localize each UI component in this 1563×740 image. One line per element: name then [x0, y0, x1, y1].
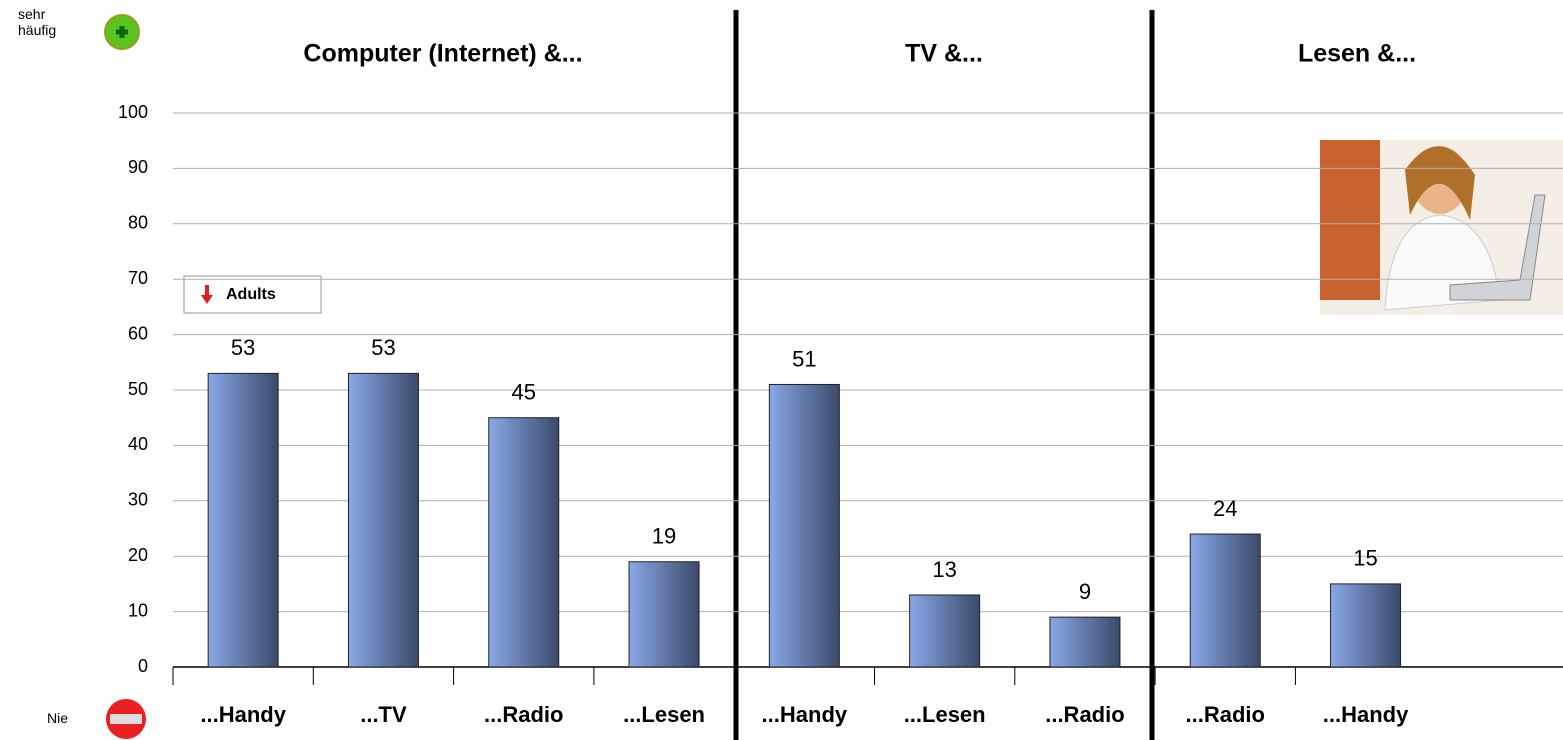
button-box[interactable] [183, 275, 322, 314]
x-tick-label: ...TV [360, 702, 407, 727]
x-tick-label: ...Radio [484, 702, 563, 727]
value-label: 51 [792, 346, 816, 371]
y-tick-label: 50 [128, 379, 148, 399]
value-label: 53 [231, 335, 255, 360]
top-label: sehr häufig [18, 6, 57, 38]
photo [1320, 140, 1563, 315]
y-tick-label: 90 [128, 157, 148, 177]
value-label: 53 [371, 335, 395, 360]
bar [909, 594, 981, 668]
bar [207, 372, 279, 668]
bar [488, 417, 560, 668]
bar [628, 561, 700, 668]
group-title: TV &... [905, 40, 983, 68]
y-tick-label: 70 [128, 268, 148, 288]
plus-sign [116, 26, 128, 38]
bar [1330, 583, 1402, 668]
x-tick-label: ...Handy [762, 702, 848, 727]
value-label: 15 [1353, 546, 1377, 571]
y-tick-label: 40 [128, 434, 148, 454]
y-tick-label: 100 [118, 102, 148, 122]
button-label[interactable]: Adults [226, 286, 276, 303]
x-tick-label: ...Lesen [904, 702, 986, 727]
value-label: 45 [512, 380, 536, 405]
x-tick-label: ...Lesen [623, 702, 705, 727]
group-title: Lesen &... [1298, 40, 1416, 68]
y-tick-label: 10 [128, 600, 148, 620]
value-label: 19 [652, 524, 676, 549]
bar [768, 383, 840, 668]
value-label: 13 [932, 557, 956, 582]
bar [1049, 616, 1121, 668]
y-tick-label: 20 [128, 545, 148, 565]
y-tick-label: 60 [128, 323, 148, 343]
bar [1189, 533, 1261, 668]
minus-icon [106, 699, 146, 739]
group-title: Computer (Internet) &... [303, 40, 582, 68]
plus-icon [104, 14, 140, 50]
y-tick-label: 0 [138, 656, 148, 676]
x-tick-label: ...Handy [200, 702, 286, 727]
button-arrow [201, 285, 213, 304]
adults-button[interactable]: Adults [183, 275, 322, 314]
x-tick-label: ...Radio [1045, 702, 1124, 727]
value-label: 24 [1213, 496, 1237, 521]
value-label: 9 [1079, 579, 1091, 604]
minus-sign [110, 714, 142, 724]
y-tick-label: 30 [128, 490, 148, 510]
bar [347, 372, 419, 668]
y-tick-label: 80 [128, 213, 148, 233]
x-tick-label: ...Handy [1323, 702, 1409, 727]
bottom-label: Nie [47, 710, 69, 726]
x-tick-label: ...Radio [1186, 702, 1265, 727]
